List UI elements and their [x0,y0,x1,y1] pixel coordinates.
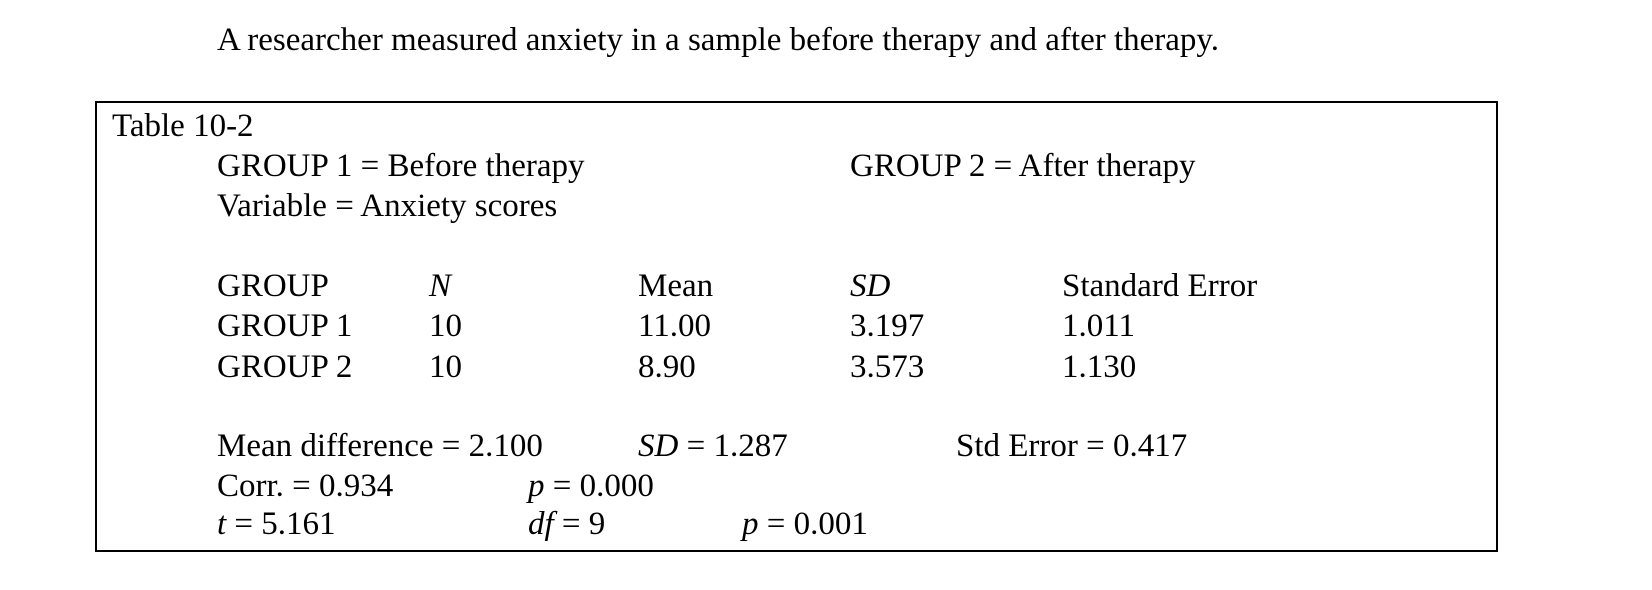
group1-definition: GROUP 1 = Before therapy [217,148,585,184]
header-n: N [429,268,452,304]
row1-group: GROUP 1 [217,308,353,344]
sd-value: = 1.287 [678,428,788,464]
p2-label: p [742,506,759,542]
header-group: GROUP [217,268,329,304]
row1-se: 1.011 [1062,308,1136,344]
header-sd: SD [850,268,891,304]
row2-mean: 8.90 [638,349,696,385]
std-error: Std Error = 0.417 [956,428,1188,464]
correlation-p: p = 0.000 [528,470,654,503]
t-label: t [217,506,227,542]
header-standard-error: Standard Error [1062,268,1258,304]
p1-label: p [528,468,545,504]
t-test-p: p = 0.001 [742,508,868,541]
df-value: = 9 [553,506,606,542]
difference-sd: SD = 1.287 [638,430,788,463]
sd-label: SD [638,428,679,464]
table-frame [95,101,1498,552]
row2-sd: 3.573 [850,349,925,385]
row2-group: GROUP 2 [217,349,353,385]
t-statistic: t = 5.161 [217,508,336,541]
variable-definition: Variable = Anxiety scores [217,188,558,224]
row1-sd: 3.197 [850,308,925,344]
degrees-of-freedom: df = 9 [528,508,605,541]
row2-n: 10 [429,349,462,385]
row1-mean: 11.00 [638,308,712,344]
p2-value: = 0.001 [758,506,868,542]
row1-n: 10 [429,308,462,344]
correlation: Corr. = 0.934 [217,468,394,504]
mean-difference: Mean difference = 2.100 [217,428,543,464]
t-value: = 5.161 [226,506,336,542]
df-label: df [528,506,554,542]
group2-definition: GROUP 2 = After therapy [850,148,1196,184]
row2-se: 1.130 [1062,349,1137,385]
header-mean: Mean [638,268,714,304]
table-title: Table 10-2 [112,108,254,144]
intro-text: A researcher measured anxiety in a sampl… [217,22,1220,58]
p1-value: = 0.000 [544,468,654,504]
